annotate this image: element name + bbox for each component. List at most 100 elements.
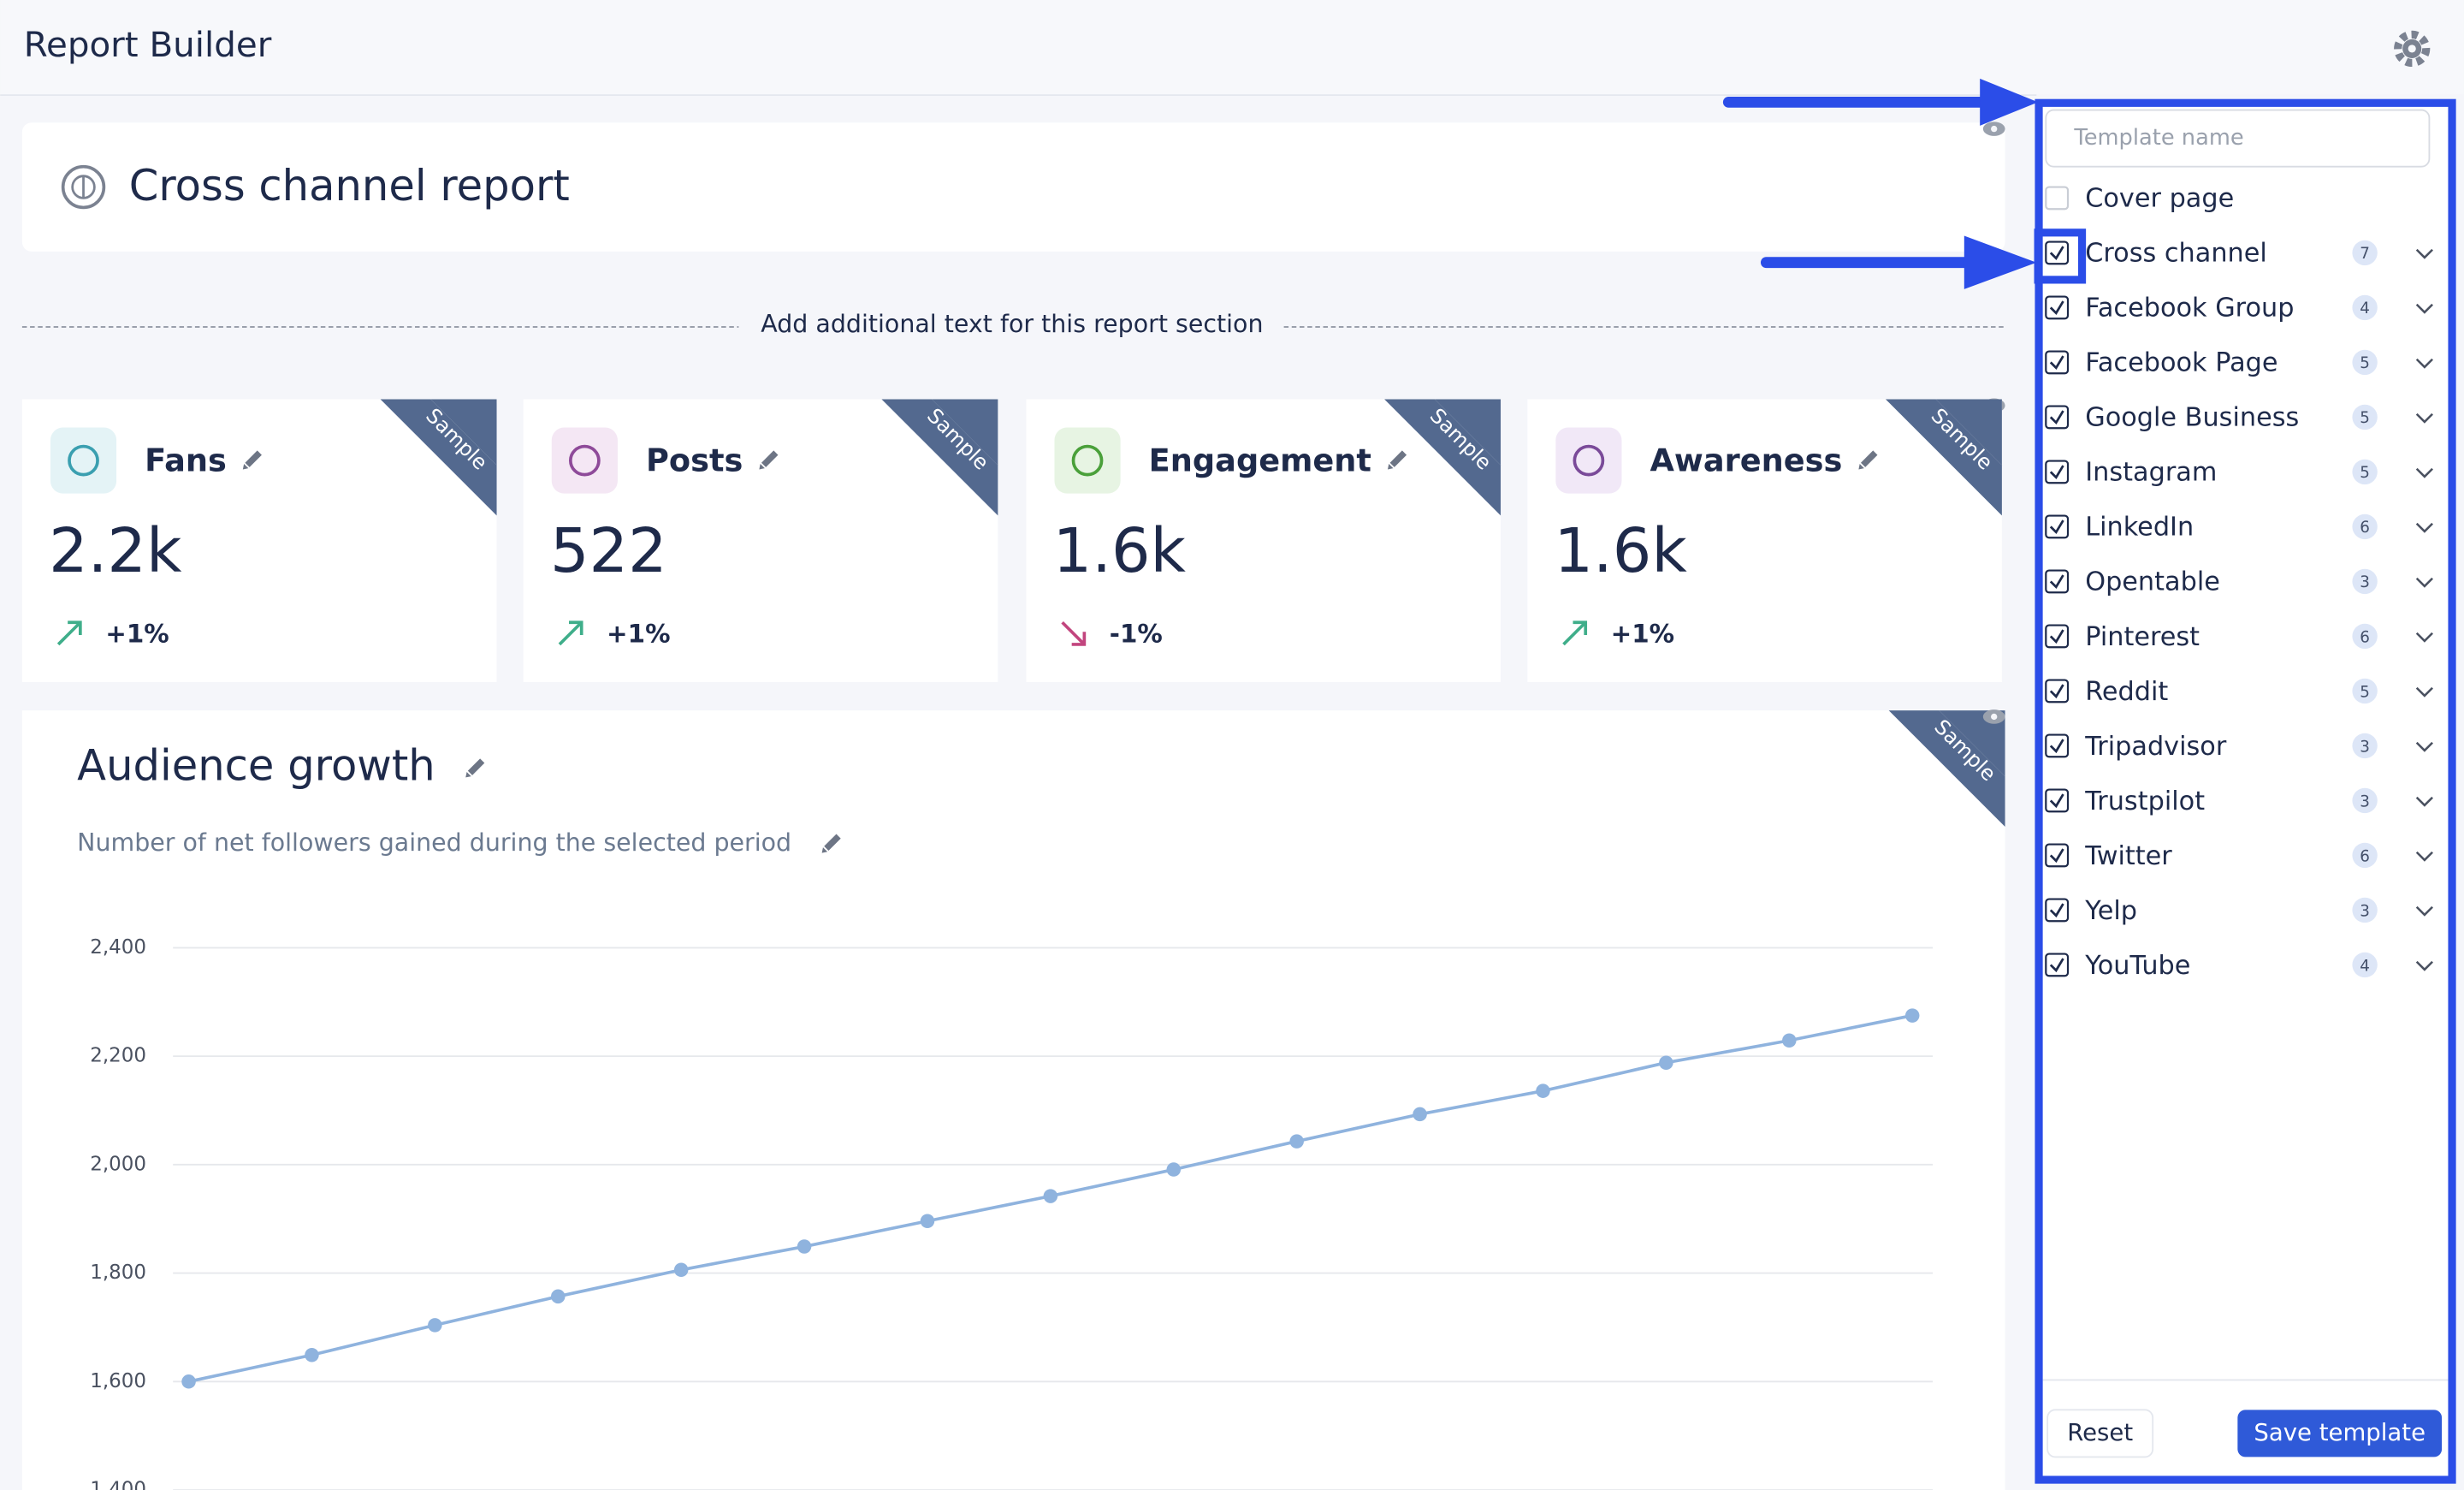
item-label: Cross channel bbox=[2085, 239, 2267, 269]
annotation-arrow-head bbox=[1964, 235, 2037, 289]
pencil-tip bbox=[821, 847, 828, 853]
reset-label: Reset bbox=[2067, 1419, 2133, 1446]
kpi-title: Fans bbox=[145, 442, 227, 478]
trend-arrow bbox=[1562, 620, 1587, 646]
save-template-label: Save template bbox=[2254, 1419, 2426, 1446]
annotation-arrow-head bbox=[1980, 78, 2039, 126]
checkbox[interactable] bbox=[2045, 350, 2070, 375]
data-point bbox=[181, 1374, 196, 1389]
data-point bbox=[673, 1262, 689, 1278]
template-name-input[interactable] bbox=[2045, 109, 2431, 168]
expand-chevron[interactable] bbox=[2415, 796, 2433, 807]
data-point bbox=[1659, 1055, 1673, 1070]
data-point bbox=[1413, 1107, 1427, 1122]
checkbox[interactable] bbox=[2045, 788, 2070, 813]
panel-highlight bbox=[2035, 98, 2456, 1484]
count-label: 6 bbox=[2360, 519, 2370, 537]
checkbox[interactable] bbox=[2045, 569, 2070, 594]
kpi-title: Posts bbox=[646, 442, 743, 478]
count-label: 3 bbox=[2360, 573, 2370, 591]
count-badge bbox=[2352, 842, 2378, 869]
checkbox[interactable] bbox=[2045, 240, 2070, 265]
expand-chevron[interactable] bbox=[2415, 686, 2433, 698]
report-title: Cross channel report bbox=[129, 161, 570, 211]
count-label: 3 bbox=[2360, 792, 2370, 810]
checkbox[interactable] bbox=[2045, 186, 2070, 211]
edit-button[interactable] bbox=[820, 834, 841, 856]
checkmark bbox=[2049, 410, 2064, 425]
count-label: 4 bbox=[2360, 957, 2370, 975]
checkmark bbox=[2049, 739, 2064, 754]
count-badge bbox=[2352, 349, 2378, 376]
settings-gear[interactable] bbox=[2394, 30, 2431, 68]
template-name-placeholder: Template name bbox=[2073, 125, 2243, 151]
checkbox[interactable] bbox=[2045, 733, 2070, 758]
kpi-icon bbox=[568, 444, 601, 477]
pencil-body bbox=[1389, 450, 1407, 467]
kpi-icon bbox=[68, 444, 99, 477]
expand-chevron[interactable] bbox=[2415, 851, 2433, 862]
trend-arrow-head bbox=[68, 620, 82, 635]
checkmark bbox=[2049, 246, 2064, 261]
expand-chevron[interactable] bbox=[2415, 303, 2433, 314]
eye-pupil bbox=[1991, 125, 1998, 133]
trend-arrow bbox=[56, 620, 82, 646]
additional-text-prompt[interactable]: Add additional text for this report sect… bbox=[761, 310, 1263, 338]
save-template-button[interactable] bbox=[2237, 1410, 2443, 1457]
pencil-tip bbox=[1388, 463, 1394, 470]
count-badge bbox=[2352, 787, 2378, 814]
expand-chevron[interactable] bbox=[2415, 577, 2433, 588]
count-badge bbox=[2352, 240, 2378, 266]
expand-chevron[interactable] bbox=[2415, 467, 2433, 478]
edit-button[interactable] bbox=[240, 450, 262, 472]
icon-ring bbox=[61, 164, 106, 210]
data-point bbox=[1289, 1134, 1304, 1149]
trend-arrow-head bbox=[1573, 620, 1588, 635]
reset-button[interactable] bbox=[2046, 1409, 2154, 1458]
count-label: 3 bbox=[2360, 902, 2370, 920]
pencil-body bbox=[245, 450, 262, 467]
checkbox[interactable] bbox=[2045, 295, 2070, 320]
kpi-icon-box bbox=[1555, 427, 1622, 494]
item-label: Reddit bbox=[2085, 677, 2168, 707]
visibility-toggle[interactable] bbox=[1982, 122, 2005, 136]
edit-button[interactable] bbox=[1385, 450, 1407, 472]
expand-chevron[interactable] bbox=[2415, 413, 2433, 424]
checkbox[interactable] bbox=[2045, 460, 2070, 484]
header-title: Report Builder bbox=[24, 24, 272, 65]
expand-chevron[interactable] bbox=[2415, 741, 2433, 752]
count-label: 5 bbox=[2360, 409, 2370, 427]
checkbox[interactable] bbox=[2045, 405, 2070, 430]
kpi-change: -1% bbox=[1110, 619, 1163, 648]
item-label: Twitter bbox=[2084, 841, 2172, 871]
expand-chevron[interactable] bbox=[2415, 248, 2433, 259]
edit-button[interactable] bbox=[1857, 450, 1878, 472]
count-label: 3 bbox=[2360, 738, 2370, 756]
visibility-toggle[interactable] bbox=[1982, 709, 2005, 724]
expand-chevron[interactable] bbox=[2415, 632, 2433, 643]
count-badge bbox=[2352, 404, 2378, 430]
checkbox[interactable] bbox=[2045, 514, 2070, 539]
edit-button[interactable] bbox=[464, 758, 485, 780]
expand-chevron[interactable] bbox=[2415, 358, 2433, 369]
chart-card bbox=[21, 710, 2005, 1490]
checkbox[interactable] bbox=[2045, 679, 2070, 703]
expand-chevron[interactable] bbox=[2415, 905, 2433, 917]
checkbox[interactable] bbox=[2045, 624, 2070, 649]
checkmark bbox=[2049, 519, 2064, 535]
checkbox[interactable] bbox=[2045, 953, 2070, 977]
count-label: 4 bbox=[2360, 300, 2370, 318]
expand-chevron[interactable] bbox=[2415, 960, 2433, 971]
pencil-tip bbox=[465, 771, 471, 778]
expand-chevron[interactable] bbox=[2415, 522, 2433, 533]
count-label: 5 bbox=[2360, 683, 2370, 701]
checkbox[interactable] bbox=[2045, 843, 2070, 868]
pencil-body bbox=[761, 450, 779, 467]
pencil-body bbox=[467, 758, 485, 775]
count-label: 7 bbox=[2360, 245, 2370, 263]
pencil-body bbox=[824, 834, 841, 851]
checkbox[interactable] bbox=[2045, 898, 2070, 923]
edit-button[interactable] bbox=[757, 450, 779, 472]
item-label: YouTube bbox=[2084, 951, 2190, 981]
